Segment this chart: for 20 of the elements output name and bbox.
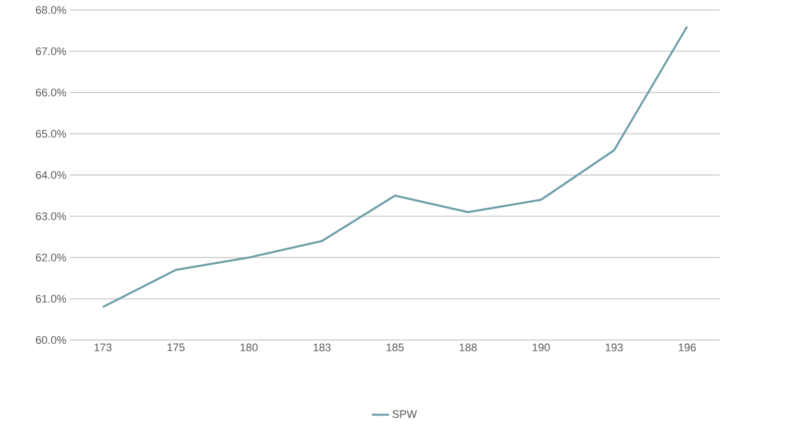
x-tick-label: 183 — [314, 344, 331, 352]
x-tick-label: 190 — [532, 344, 550, 352]
legend-label: SPW — [392, 410, 417, 418]
x-tick-label: 193 — [606, 344, 623, 352]
x-tick-label: 173 — [94, 344, 112, 352]
y-tick-label: 67.0% — [36, 47, 66, 56]
y-tick-label: 66.0% — [36, 88, 66, 96]
x-tick-label: 175 — [168, 344, 185, 352]
y-tick-label: 61.0% — [36, 294, 66, 303]
x-tick-label: 188 — [460, 344, 477, 352]
x-tick-label: 196 — [678, 344, 696, 352]
y-tick-label: 65.0% — [36, 130, 66, 138]
y-tick-label: 68.0% — [36, 6, 66, 14]
y-tick-label: 60.0% — [36, 336, 66, 344]
y-tick-label: 62.0% — [36, 254, 66, 262]
y-tick-label: 64.0% — [36, 171, 66, 179]
x-tick-label: 180 — [240, 344, 258, 352]
line-series — [102, 26, 688, 308]
x-tick-label: 185 — [386, 344, 404, 352]
y-tick-label: 63.0% — [36, 212, 66, 220]
